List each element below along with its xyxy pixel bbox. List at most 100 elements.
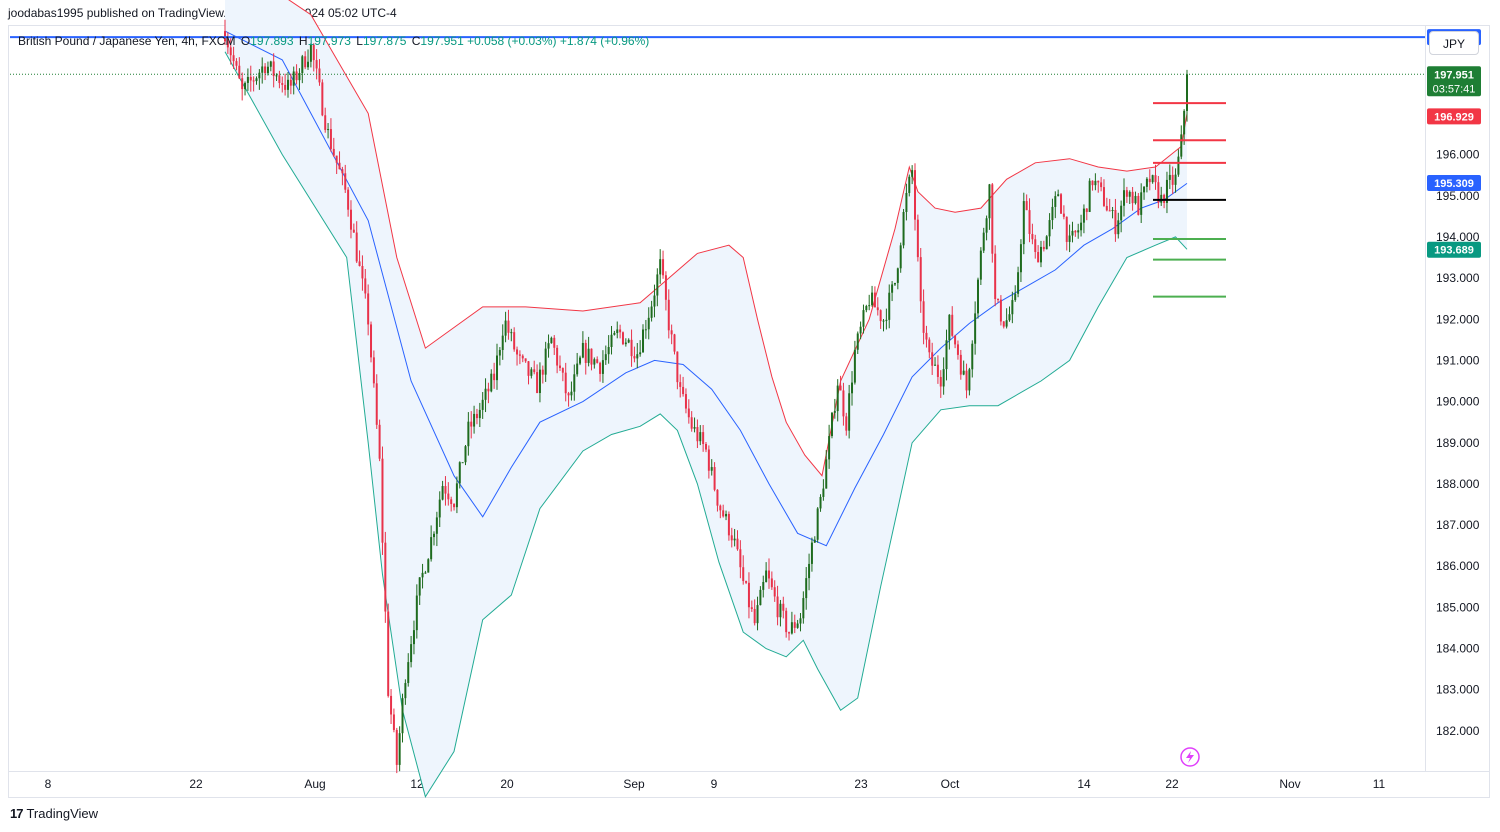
candle-body [642,329,645,353]
candle-body [999,299,1002,322]
candle-body [730,535,733,541]
candle-body [372,357,375,384]
candle-body [407,662,410,684]
bollinger-lower-band [224,51,1188,799]
candle-body [762,581,765,590]
candle-body [527,361,530,376]
candle-body [785,610,788,633]
open-label: O [240,34,251,48]
candle-body [1068,235,1071,242]
candle-body [968,369,971,391]
candle-body [576,363,579,375]
candle-body [891,284,894,293]
candle-body [244,82,247,90]
candle-body [719,505,722,511]
candle-body [1168,174,1171,180]
candle-body [475,413,478,419]
candle-body [959,354,962,375]
candle-body [355,232,358,262]
candle-body [467,421,470,447]
candle-body [1171,174,1174,185]
candle-body [753,608,756,624]
candle-body [444,486,447,494]
bollinger-upper-band [288,0,1188,477]
currency-button[interactable]: JPY [1429,31,1479,55]
price-tick-label: 192.000 [1436,312,1480,326]
candle-body [312,44,315,61]
candle-body [1091,180,1094,186]
candle-body [713,467,716,490]
candle-body [767,570,770,579]
candle-body [266,66,269,74]
price-tick-label: 195.000 [1436,189,1480,203]
candle-body [510,332,513,334]
candle-body [1100,182,1103,188]
time-tick-label: 22 [1165,777,1179,791]
candle-body [873,292,876,308]
candle-body [974,313,977,344]
candle-body [739,549,742,568]
change-value: +0.058 (+0.03%) [467,34,557,48]
candle-body [1114,209,1117,235]
candle-body [421,572,424,578]
candle-body [593,359,596,365]
candle-body [349,209,352,230]
candle-body [415,595,418,631]
price-tick-label: 183.000 [1436,683,1480,697]
candle-body [1017,272,1020,294]
time-tick-label: 11 [1373,777,1386,791]
candle-body [790,622,793,634]
price-label-text: 196.929 [1434,111,1474,123]
time-tick-label: Aug [304,777,325,791]
candle-body [710,467,713,471]
candle-body [976,279,979,314]
candle-body [733,538,736,541]
candle-body [284,84,287,90]
close-label: C [411,34,421,48]
candle-body [1177,156,1180,175]
candle-body [533,369,536,373]
candle-body [544,348,547,375]
candle-body [264,66,267,74]
candle-body [538,369,541,394]
candle-body [882,320,885,322]
candle-body [776,596,779,618]
candle-body [584,342,587,363]
price-label-badge [1427,108,1481,125]
candle-body [573,374,576,392]
price-label-text: 193.689 [1434,245,1474,257]
time-tick-label: Oct [941,777,960,791]
candle-body [727,513,730,536]
time-tick-label: 20 [500,777,514,791]
candle-body [370,324,373,358]
candle-body [856,333,859,350]
candle-body [1002,321,1005,327]
candle-body [315,60,318,69]
candle-body [750,607,753,609]
candle-body [553,337,556,348]
candle-body [619,329,622,333]
candle-body [269,61,272,67]
price-tick-label: 186.000 [1436,559,1480,573]
candle-body [433,533,436,538]
candle-body [524,358,527,362]
candle-body [653,295,656,307]
price-tick-label: 190.000 [1436,395,1480,409]
candle-body [570,391,573,396]
tradingview-brand[interactable]: 17 TradingView [10,806,98,821]
price-tick-label: 187.000 [1436,518,1480,532]
candle-body [1151,175,1154,183]
price-label-badge [1427,175,1481,192]
candle-body [261,66,264,73]
candle-body [324,115,327,130]
candle-body [501,335,504,350]
candle-body [441,486,444,500]
candle-body [347,189,350,210]
candle-body [1022,201,1025,245]
candle-body [1174,174,1177,185]
candle-body [836,385,839,412]
candle-body [830,412,833,437]
candle-body [1143,186,1146,193]
candle-body [464,446,467,463]
